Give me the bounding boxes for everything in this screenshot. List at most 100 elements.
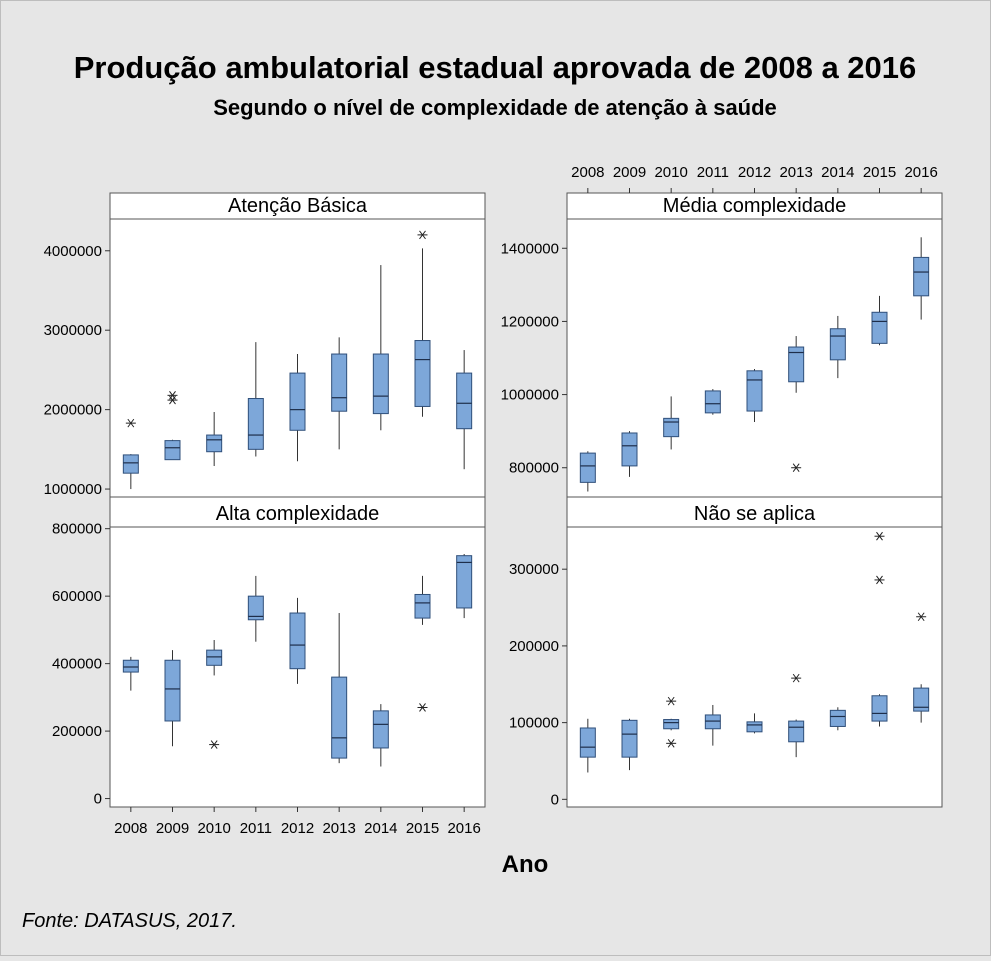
y-tick-label: 200000	[509, 638, 559, 655]
x-axis-label: Ano	[502, 851, 549, 878]
box-iqr	[746, 370, 763, 412]
y-tick-label: 200000	[52, 723, 102, 740]
x-tick-label: 2013	[779, 164, 812, 181]
panel-title: Alta complexidade	[216, 503, 379, 525]
outlier-marker	[666, 739, 677, 748]
outlier-stroke	[667, 739, 675, 748]
x-tick-label: 2016	[447, 820, 480, 837]
y-tick-label: 800000	[52, 521, 102, 538]
box-2008	[579, 718, 596, 773]
x-tick-label: 2014	[364, 820, 397, 837]
outlier-stroke	[127, 418, 135, 428]
box-iqr	[456, 555, 473, 609]
outlier-stroke	[876, 531, 883, 541]
panels: Atenção Básica10000002000000300000040000…	[44, 164, 943, 837]
x-tick-label: 2014	[821, 164, 854, 181]
y-tick-label: 1000000	[44, 481, 102, 498]
box-2016	[456, 350, 473, 470]
outlier-stroke	[917, 612, 925, 622]
box-iqr	[456, 372, 473, 430]
box-iqr	[414, 340, 431, 407]
y-tick-label: 300000	[509, 561, 559, 578]
box-iqr	[206, 434, 223, 453]
box-2009	[621, 431, 638, 477]
box-iqr	[164, 659, 181, 722]
y-tick-label: 1000000	[501, 387, 559, 404]
box-2016	[913, 612, 930, 723]
outlier-marker	[666, 696, 677, 706]
box-iqr	[663, 719, 680, 730]
outlier-marker	[417, 230, 428, 240]
y-tick-label: 600000	[52, 588, 102, 605]
box-iqr	[871, 311, 888, 344]
chart-subtitle: Segundo o nível de complexidade de atenç…	[213, 95, 777, 120]
box-2010	[206, 412, 223, 467]
box-iqr	[206, 649, 223, 666]
y-tick-label: 0	[551, 791, 559, 808]
box-iqr	[913, 256, 930, 297]
x-tick-label: 2011	[240, 820, 272, 837]
box-iqr	[579, 727, 596, 758]
panel-title: Atenção Básica	[228, 195, 368, 217]
box-2013	[788, 336, 805, 473]
outlier-marker	[791, 463, 802, 473]
y-tick-label: 1200000	[501, 313, 559, 330]
x-tick-label: 2009	[613, 164, 646, 181]
outlier-marker	[417, 703, 428, 712]
box-iqr	[746, 721, 763, 733]
box-iqr	[704, 390, 721, 414]
box-2013	[331, 337, 348, 450]
box-2011	[704, 389, 721, 415]
x-tick-label: 2016	[904, 164, 937, 181]
box-iqr	[331, 353, 348, 412]
box-2009	[164, 650, 181, 747]
y-tick-label: 3000000	[44, 322, 102, 339]
box-iqr	[331, 676, 348, 759]
y-tick-label: 4000000	[44, 243, 102, 260]
outlier-stroke	[876, 575, 883, 585]
outlier-marker	[167, 391, 178, 400]
x-tick-label: 2010	[197, 820, 230, 837]
x-tick-label: 2015	[863, 164, 896, 181]
panel-1: Atenção Básica 1000000 2000000 3000000 40000…	[44, 192, 486, 498]
box-2016	[456, 553, 473, 619]
box-2011	[247, 342, 264, 457]
y-tick-label: 1400000	[501, 240, 559, 257]
panel-2: Média complexidade 800000 1000000 1200000 14…	[501, 164, 943, 498]
box-iqr	[372, 353, 389, 415]
x-tick-label: 2012	[281, 820, 314, 837]
box-2009	[164, 391, 181, 461]
y-tick-label: 2000000	[44, 402, 102, 419]
box-2010	[663, 396, 680, 450]
outlier-stroke	[210, 740, 218, 749]
box-2008	[579, 451, 596, 492]
box-iqr	[289, 612, 306, 670]
box-iqr	[164, 440, 181, 461]
box-2011	[247, 575, 264, 642]
box-2014	[829, 707, 846, 731]
x-tick-label: 2010	[654, 164, 687, 181]
panel-4: Não se aplica 0 100000 200000 300000	[509, 496, 943, 808]
box-iqr	[414, 593, 431, 619]
box-2012	[289, 597, 306, 684]
box-2014	[372, 265, 389, 431]
outlier-marker	[125, 418, 136, 428]
box-2015	[871, 295, 888, 346]
y-tick-label: 0	[94, 791, 102, 808]
box-iqr	[621, 719, 638, 758]
box-2016	[913, 237, 930, 320]
box-2014	[372, 704, 389, 767]
box-iqr	[621, 432, 638, 467]
box-iqr	[788, 720, 805, 743]
box-2009	[621, 718, 638, 771]
outlier-marker	[209, 740, 220, 749]
box-iqr	[913, 687, 930, 712]
box-2015	[414, 575, 431, 712]
outlier-stroke	[792, 463, 800, 473]
box-2013	[788, 673, 805, 758]
outlier-stroke	[792, 673, 800, 683]
box-iqr	[289, 372, 306, 431]
x-tick-label: 2008	[571, 164, 604, 181]
